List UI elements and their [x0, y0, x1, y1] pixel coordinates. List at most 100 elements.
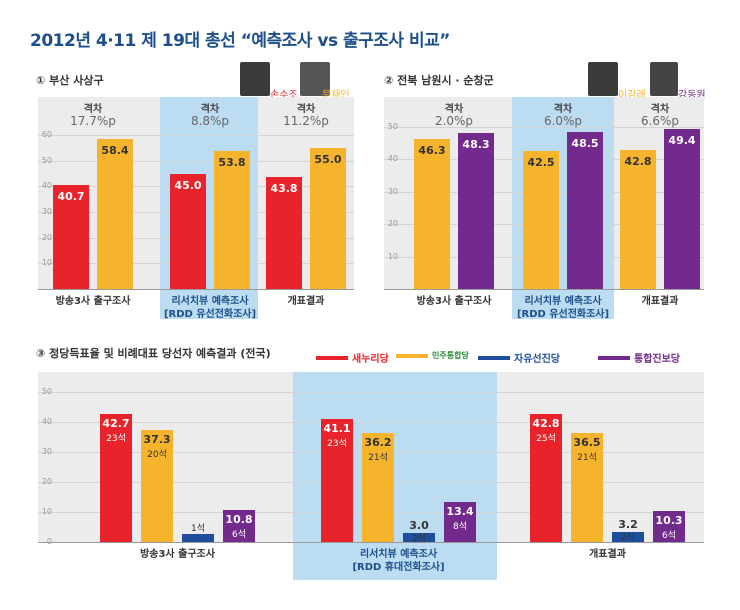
bar	[523, 151, 559, 289]
gap-label: 격차	[553, 104, 573, 115]
gap-value: 2.0%p	[434, 114, 474, 128]
bar-value-label: 42.8	[624, 155, 652, 169]
bar	[530, 413, 562, 542]
legend-label-tonghap: 통합진보당	[634, 354, 680, 365]
seat-count-label: 23석	[327, 438, 347, 449]
legend-label-minju: 민주통합당	[432, 351, 469, 360]
legend-label-jayu: 자유선진당	[514, 354, 560, 365]
bar	[97, 139, 133, 289]
gridline	[384, 127, 704, 128]
bar	[214, 150, 250, 289]
legend-item-jayu: 자유선진당	[478, 350, 560, 365]
bar	[414, 138, 450, 289]
y-tick-label: 10	[387, 251, 398, 261]
bar-value-label: 13.4	[446, 504, 474, 518]
bar	[182, 534, 214, 542]
legend-swatch-yellow	[396, 353, 428, 358]
gridline	[38, 422, 704, 423]
y-tick-label: 20	[41, 477, 52, 486]
chart2-title: ② 전북 남원시 · 순창군	[384, 74, 494, 87]
category-label: 방송3사 출구조사	[140, 549, 215, 560]
bar-value-label: 10.3	[655, 514, 683, 528]
seat-count-label: 25석	[536, 433, 556, 444]
gap-value: 11.2%p	[283, 114, 329, 128]
gridline	[38, 135, 354, 136]
bar-value-label: 43.8	[270, 181, 298, 195]
bar-value-label: 42.8	[532, 416, 560, 430]
category-label: 리서치뷰 예측조사	[171, 296, 249, 307]
bar-value-label: 3.2	[618, 518, 638, 532]
legend-item-minju: 민주통합당	[396, 350, 469, 361]
bar	[444, 501, 476, 542]
page-title: 2012년 4·11 제 19대 총선 “예측조사 vs 출구조사 비교”	[30, 31, 450, 51]
y-tick-label: 30	[41, 447, 52, 456]
seat-count-label: 23석	[106, 433, 126, 444]
gap-value: 6.0%p	[543, 114, 583, 128]
bar-value-label: 40.7	[57, 189, 85, 203]
bar	[266, 176, 302, 289]
seat-count-label: 2석	[411, 534, 426, 544]
x-axis	[38, 289, 354, 290]
candidate-name-son: 손수조	[270, 90, 298, 101]
bar-value-label: 45.0	[174, 178, 202, 192]
bar-value-label: 55.0	[314, 152, 342, 166]
legend-swatch-purple	[598, 355, 630, 360]
bar	[141, 430, 173, 542]
y-tick-label: 10	[41, 258, 52, 268]
y-tick-label: 20	[387, 219, 398, 229]
seat-count-label: 6석	[661, 531, 676, 542]
y-tick-label: 10	[41, 507, 52, 516]
bar-value-label: 48.3	[462, 137, 490, 151]
seat-count-label: 21석	[368, 453, 388, 464]
category-label: 방송3사 출구조사	[416, 296, 492, 307]
bar-value-label: 58.4	[101, 144, 129, 158]
legend-item-tonghap: 통합진보당	[598, 350, 680, 365]
y-tick-label: 30	[387, 186, 398, 196]
legend-item-saenuri: 새누리당	[316, 350, 389, 365]
bar-value-label: 41.1	[323, 421, 351, 435]
y-tick-label: 40	[41, 181, 52, 191]
category-label: 개표결과	[641, 296, 679, 307]
gap-label: 격차	[83, 104, 103, 115]
chart3-title: ③ 정당득표율 및 비례대표 당선자 예측결과 (전국)	[36, 347, 271, 360]
candidate-photo-moon	[300, 62, 330, 96]
bar	[53, 184, 89, 289]
legend-label-saenuri: 새누리당	[352, 354, 389, 365]
bar-value-label: 46.3	[418, 143, 446, 157]
y-tick-label: 50	[41, 387, 52, 396]
bar	[362, 433, 394, 542]
bar	[321, 418, 353, 542]
bar	[310, 147, 346, 289]
bar	[612, 532, 644, 542]
bar-value-label: 36.2	[364, 436, 392, 450]
gap-label: 격차	[200, 104, 220, 115]
gap-label: 격차	[650, 104, 670, 115]
gap-label: 격차	[444, 104, 464, 115]
bar-value-label: 49.4	[668, 133, 696, 147]
gridline	[38, 392, 704, 393]
x-axis	[384, 289, 704, 290]
bar	[403, 533, 435, 542]
y-tick-label: 30	[41, 207, 52, 216]
category-label: [RDD 휴대전화조사]	[352, 562, 445, 573]
bar	[170, 173, 206, 289]
seat-count-label: 8석	[452, 521, 467, 532]
category-label: 방송3사 출구조사	[55, 296, 131, 307]
y-tick-label: 0	[34, 537, 52, 546]
category-label: 개표결과	[589, 549, 626, 560]
y-tick-label: 40	[387, 154, 398, 164]
bar	[458, 132, 494, 289]
bar	[100, 413, 132, 542]
gap-value: 8.8%p	[190, 114, 230, 128]
candidate-name-lee: 이강래	[618, 90, 646, 101]
bar	[571, 432, 603, 542]
gap-label: 격차	[296, 104, 316, 115]
bar	[223, 509, 255, 542]
bar-value-label: 42.5	[527, 156, 555, 170]
bar	[567, 131, 603, 289]
bar-value-label: 48.5	[571, 136, 599, 150]
bar	[620, 150, 656, 289]
